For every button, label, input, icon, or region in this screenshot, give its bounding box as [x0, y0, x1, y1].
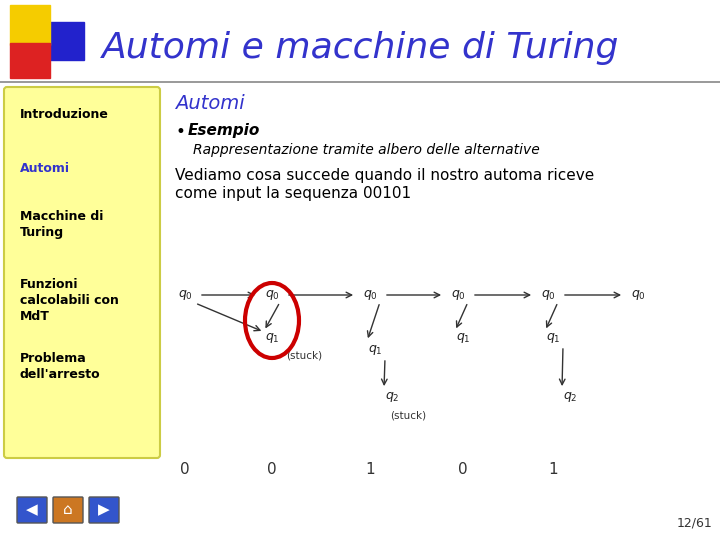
Text: Rappresentazione tramite albero delle alternative: Rappresentazione tramite albero delle al… [193, 143, 540, 157]
Text: 1: 1 [548, 462, 558, 477]
Text: $q_0$: $q_0$ [264, 288, 279, 302]
Text: $q_0$: $q_0$ [363, 288, 377, 302]
Text: $q_1$: $q_1$ [546, 331, 560, 345]
Text: $q_1$: $q_1$ [456, 331, 470, 345]
Text: 1: 1 [365, 462, 375, 477]
Text: Automi e macchine di Turing: Automi e macchine di Turing [102, 31, 619, 65]
Bar [10, 5, 50, 45]
Text: $q_1$: $q_1$ [368, 343, 382, 357]
Text: $q_0$: $q_0$ [631, 288, 645, 302]
Text: ⌂: ⌂ [63, 503, 73, 517]
Text: ▶: ▶ [98, 503, 110, 517]
Text: (stuck): (stuck) [286, 350, 322, 360]
Text: Esempio: Esempio [188, 123, 261, 138]
Text: $q_2$: $q_2$ [563, 390, 577, 404]
Text: Automi: Automi [20, 162, 70, 175]
Bar [46, 22, 84, 60]
Text: $q_1$: $q_1$ [265, 331, 279, 345]
Text: (stuck): (stuck) [390, 411, 426, 421]
Text: 12/61: 12/61 [676, 517, 712, 530]
Text: Macchine di
Turing: Macchine di Turing [20, 210, 104, 239]
Text: ◀: ◀ [26, 503, 38, 517]
Text: 0: 0 [180, 462, 190, 477]
FancyBboxPatch shape [53, 497, 83, 523]
FancyBboxPatch shape [89, 497, 119, 523]
Text: $q_0$: $q_0$ [541, 288, 555, 302]
Text: $q_2$: $q_2$ [384, 390, 400, 404]
Text: Vediamo cosa succede quando il nostro automa riceve: Vediamo cosa succede quando il nostro au… [175, 168, 594, 183]
Text: 0: 0 [458, 462, 468, 477]
Text: Introduzione: Introduzione [20, 108, 109, 121]
Text: $q_0$: $q_0$ [178, 288, 192, 302]
Text: Funzioni
calcolabili con
MdT: Funzioni calcolabili con MdT [20, 278, 119, 323]
Bar [10, 43, 50, 78]
Text: Problema
dell'arresto: Problema dell'arresto [20, 352, 101, 381]
Text: 0: 0 [267, 462, 276, 477]
Text: come input la sequenza 00101: come input la sequenza 00101 [175, 186, 411, 201]
FancyBboxPatch shape [4, 87, 160, 458]
Text: Automi: Automi [175, 94, 245, 113]
Text: $q_0$: $q_0$ [451, 288, 465, 302]
FancyBboxPatch shape [17, 497, 47, 523]
Text: •: • [175, 123, 185, 141]
